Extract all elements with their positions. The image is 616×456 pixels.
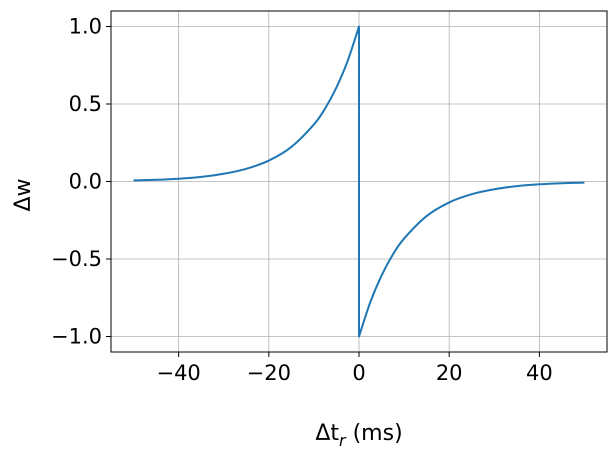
- y-tick-label: 0.0: [69, 170, 102, 194]
- y-tick-label: 1.0: [69, 15, 102, 39]
- y-axis-label: Δw: [11, 178, 36, 211]
- ticks: −40 −20 0 20 40 −1.0 −0.5 0.0 0.5 1.0: [51, 15, 553, 386]
- series-layer: [133, 25, 585, 338]
- y-tick-label: 0.5: [69, 92, 102, 116]
- x-tick-label: 0: [352, 361, 365, 385]
- x-axis-label: Δtr (ms): [315, 421, 402, 450]
- x-tick-label: 20: [436, 361, 463, 385]
- x-axis-label-main: Δt: [315, 421, 339, 446]
- x-tick-label: −40: [156, 361, 200, 385]
- series-line-0: [133, 25, 585, 338]
- x-axis-label-subscript: r: [339, 431, 347, 450]
- x-axis-label-unit: (ms): [346, 421, 403, 446]
- y-tick-label: −0.5: [51, 247, 102, 271]
- x-tick-label: −20: [247, 361, 291, 385]
- x-tick-label: 40: [526, 361, 553, 385]
- y-tick-label: −1.0: [51, 325, 102, 349]
